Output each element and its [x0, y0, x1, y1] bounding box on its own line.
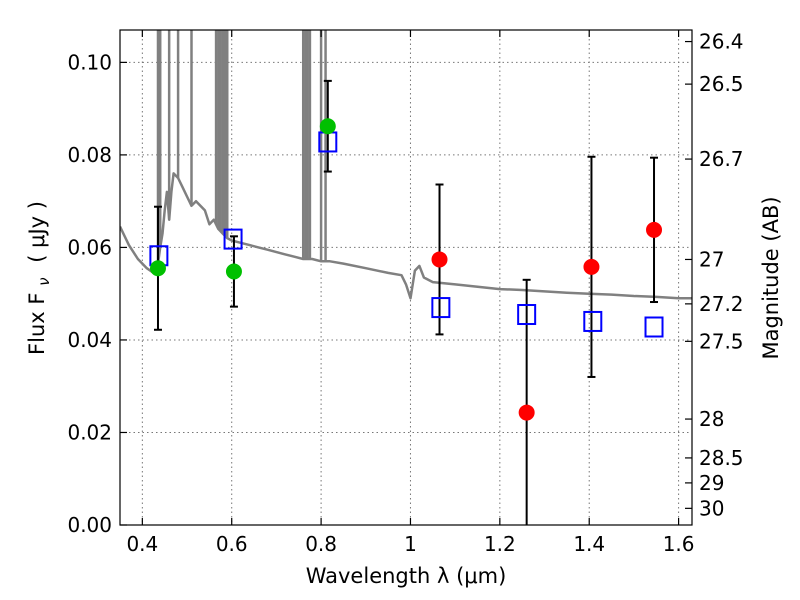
grid-lines — [120, 30, 692, 526]
model-spectrum-line — [120, 172, 692, 300]
x-tick-label: 1.2 — [484, 532, 516, 556]
x-tick-label: 0.4 — [126, 532, 158, 556]
y-tick-label: 0.02 — [67, 420, 112, 444]
plot-area — [120, 30, 692, 525]
y-axis-label-sub: ν — [35, 277, 53, 285]
x-tick-label: 0.8 — [305, 532, 337, 556]
model-photometry-point — [644, 316, 664, 338]
y-tick-label: 0.04 — [67, 328, 112, 352]
svg-text:Flux F ν ( μJy ): Flux F ν ( μJy ) — [25, 201, 54, 355]
y2-tick-label: 26.7 — [699, 147, 744, 171]
y2-tick-label: 26.5 — [699, 72, 744, 96]
model-photometry-point — [223, 228, 243, 250]
plot-frame — [119, 29, 693, 526]
x-tick-label: 1 — [404, 532, 417, 556]
y2-tick-label: 27.2 — [699, 292, 744, 316]
model-photometry-point — [517, 304, 537, 326]
y-tick-label: 0.08 — [67, 143, 112, 167]
observed-point-red — [583, 258, 600, 275]
model-photometry-point — [583, 310, 603, 332]
observed-point-green — [225, 263, 242, 280]
x-axis-label: Wavelength λ (μm) — [306, 564, 507, 588]
y-tick-label: 0.00 — [67, 513, 112, 537]
y2-tick-label: 27.5 — [699, 329, 744, 353]
observed-point-red — [431, 251, 448, 268]
y-axis-label-unit: ( μJy ) — [25, 201, 49, 263]
y2-tick-label: 28 — [699, 407, 724, 431]
y2-tick-label: 30 — [699, 496, 724, 520]
y-axis-label: Flux F — [25, 293, 49, 355]
y2-axis-label: Magnitude (AB) — [759, 196, 783, 359]
y2-tick-label: 29 — [699, 471, 724, 495]
y2-tick-label: 27 — [699, 247, 724, 271]
observed-point-green — [149, 260, 166, 277]
x-tick-label: 0.6 — [216, 532, 248, 556]
x-tick-label: 1.6 — [663, 532, 695, 556]
observed-point-red — [518, 404, 535, 421]
axis-ticks: 0.4 0.6 0.8 1 1.2 1.4 1.6 0.00 0.02 0.04 0.06 0.08 0… — [67, 30, 743, 556]
y-tick-label: 0.10 — [67, 50, 112, 74]
y-tick-label: 0.06 — [67, 235, 112, 259]
observed-point-red — [646, 221, 663, 238]
y2-tick-label: 26.4 — [699, 30, 744, 54]
observed-point-green — [319, 118, 336, 135]
x-tick-label: 1.4 — [573, 532, 605, 556]
model-photometry-point — [431, 297, 451, 319]
y2-tick-label: 28.5 — [699, 446, 744, 470]
y-axis-label-group: Flux F ν ( μJy ) — [25, 201, 54, 355]
